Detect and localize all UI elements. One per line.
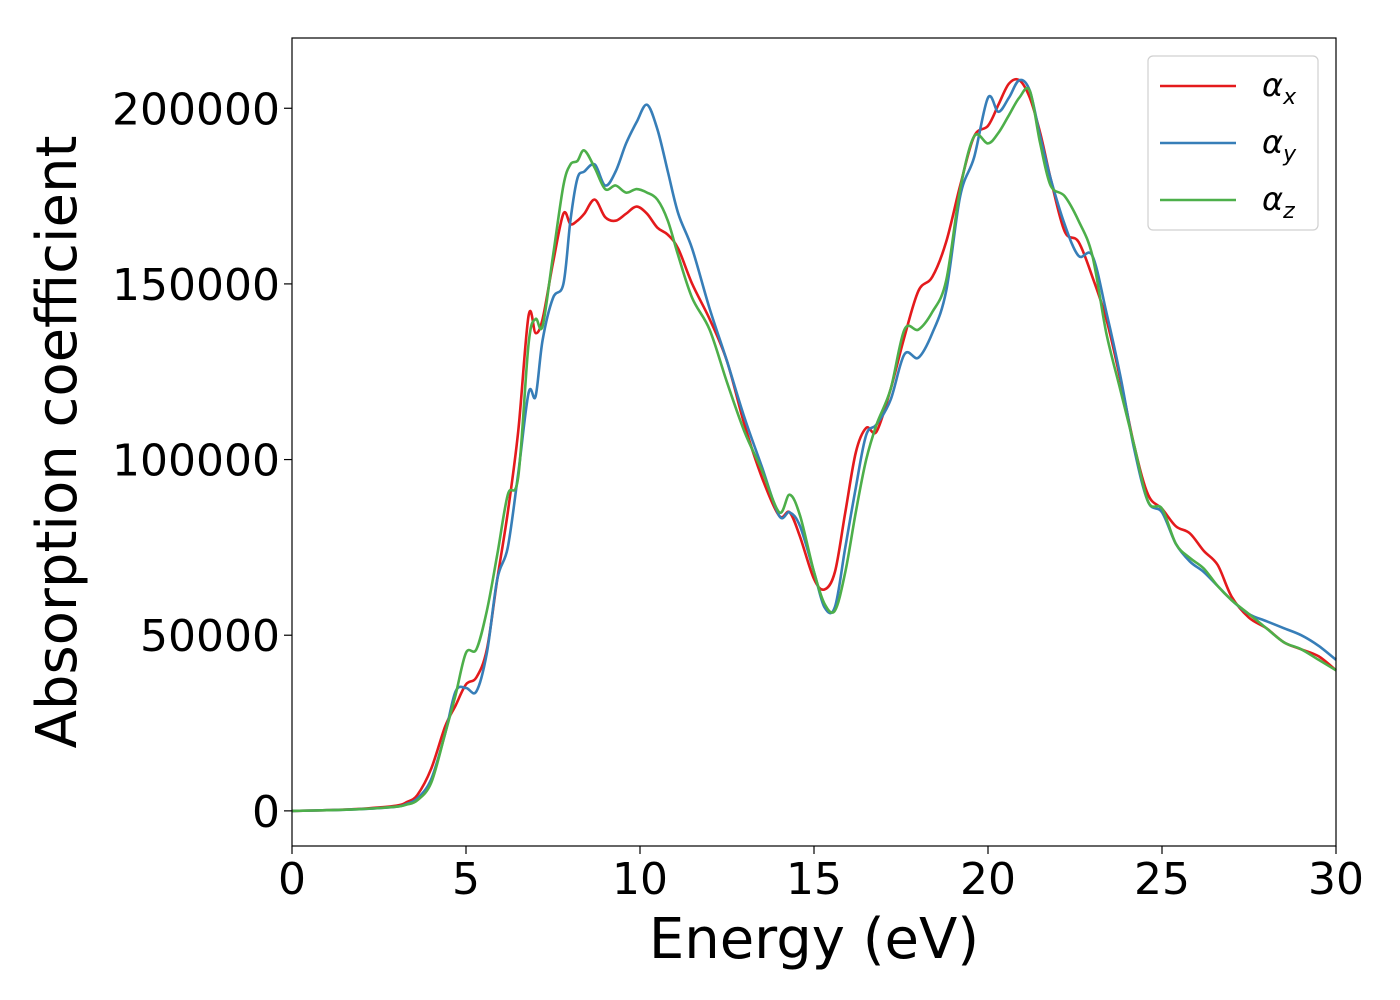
y-tick-label: 0	[252, 787, 280, 838]
y-tick-label: 200000	[112, 84, 280, 135]
x-tick-label: 5	[452, 854, 480, 905]
x-axis-title: Energy (eV)	[649, 907, 979, 972]
x-tick-label: 30	[1308, 854, 1364, 905]
y-axis-ticks: 0 50000 100000 150000 200000	[112, 84, 292, 838]
legend-label-alpha-x: αx	[1262, 66, 1297, 110]
x-tick-label: 10	[612, 854, 668, 905]
y-tick-label: 150000	[112, 260, 280, 311]
y-tick-label: 100000	[112, 436, 280, 487]
x-axis-ticks: 0 5 10 15 20 25 30	[278, 846, 1364, 905]
y-tick-label: 50000	[140, 611, 280, 662]
x-tick-label: 20	[960, 854, 1016, 905]
x-tick-label: 15	[786, 854, 842, 905]
y-axis-title: Absorption coefficient	[25, 136, 90, 749]
series-layer	[291, 77, 1337, 813]
plot-frame	[291, 37, 1337, 847]
x-tick-label: 0	[278, 854, 306, 905]
series-line-alpha-z	[291, 86, 1337, 813]
x-tick-label: 25	[1134, 854, 1190, 905]
